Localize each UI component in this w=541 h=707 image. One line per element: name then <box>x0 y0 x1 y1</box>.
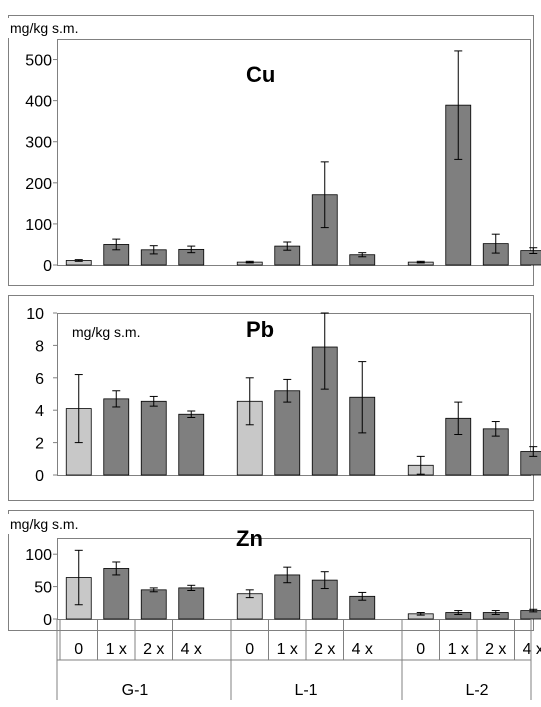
bar-pb-g-1-2 <box>140 400 167 476</box>
bar-pb-l-2-3 <box>520 451 541 476</box>
x-category-label: 0 <box>416 641 425 658</box>
y-tick-label: 500 <box>25 53 52 70</box>
x-category-label: 0 <box>245 641 254 658</box>
cu-ylabel-bg <box>5 18 101 38</box>
bar-zn-g-1-3 <box>178 587 205 620</box>
x-category-label: 1 x <box>277 641 298 658</box>
x-axis-table: 0 1 x 2 x 4 x G-1 0 1 x 2 x 4 x L-1 0 1 x 2 x 4 x L-2 <box>56 619 541 700</box>
x-category-label: 2 x <box>143 641 164 658</box>
pb-plot-area <box>57 313 531 476</box>
cu-ylabel: mg/kg s.m. <box>10 20 78 36</box>
y-tick-label: 10 <box>26 306 44 323</box>
y-tick-label: 6 <box>35 371 44 388</box>
y-tick-label: 0 <box>43 612 52 629</box>
bar-pb-l-2-1 <box>445 417 472 476</box>
bar-pb-g-1-1 <box>103 398 130 476</box>
y-tick-label: 200 <box>25 176 52 193</box>
bar-cu-l-2-3 <box>520 250 541 266</box>
bar-pb-g-1-3 <box>178 413 205 476</box>
y-tick-label: 2 <box>35 436 44 453</box>
cu-title: Cu <box>246 62 275 87</box>
x-category-label: 1 x <box>448 641 469 658</box>
zn-ylabel-bg <box>5 514 115 534</box>
x-category-label: 0 <box>74 641 83 658</box>
y-tick-label: 0 <box>35 468 44 485</box>
x-category-label: 1 x <box>106 641 127 658</box>
y-tick-label: 8 <box>35 338 44 355</box>
zn-ylabel: mg/kg s.m. <box>10 516 78 532</box>
x-group-label: L-2 <box>465 682 488 699</box>
x-group-label: L-1 <box>294 682 317 699</box>
pb-panel-frame <box>8 295 534 501</box>
x-category-label: 2 x <box>314 641 335 658</box>
x-category-label: 4 x <box>523 641 541 658</box>
y-tick-label: 400 <box>25 94 52 111</box>
y-tick-label: 50 <box>34 580 52 597</box>
bar-zn-g-1-2 <box>140 589 167 620</box>
cu-plot-area <box>57 39 531 266</box>
cu-panel-frame <box>8 15 534 286</box>
x-group-label: G-1 <box>122 682 149 699</box>
y-tick-label: 0 <box>43 258 52 275</box>
y-tick-label: 300 <box>25 135 52 152</box>
pb-title: Pb <box>246 317 274 342</box>
zn-title: Zn <box>236 526 263 551</box>
zn-plot-area <box>57 538 531 620</box>
bar-pb-l-1-1 <box>274 390 301 476</box>
x-category-label: 2 x <box>485 641 506 658</box>
y-tick-label: 100 <box>25 217 52 234</box>
x-category-label: 4 x <box>352 641 373 658</box>
pb-ylabel: mg/kg s.m. <box>72 324 140 340</box>
y-tick-label: 4 <box>35 403 44 420</box>
zn-panel-frame <box>8 510 534 631</box>
y-tick-label: 100 <box>25 547 52 564</box>
x-category-label: 4 x <box>181 641 202 658</box>
bar-zn-g-1-1 <box>103 568 130 620</box>
